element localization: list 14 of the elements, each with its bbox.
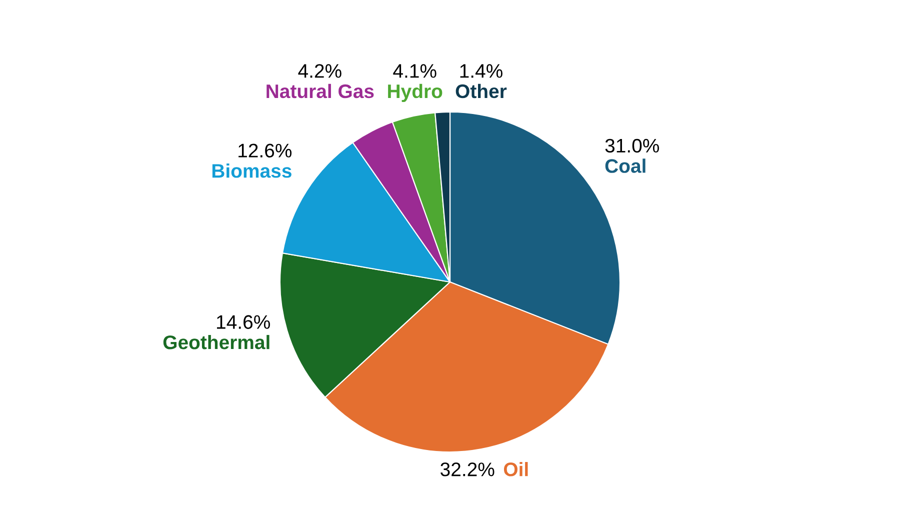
data-label: 32.2% <box>440 462 494 476</box>
data-label: 1.4% <box>460 64 502 78</box>
slice-label: Other <box>456 84 507 98</box>
data-label: 14.6% <box>217 315 270 329</box>
data-label: 4.2% <box>298 64 342 78</box>
data-label: 4.1% <box>393 64 436 78</box>
slice-label: Oil <box>504 462 528 476</box>
slice-label: Hydro <box>388 84 442 102</box>
slice-label: Natural Gas <box>266 84 374 98</box>
data-label: 31.0% <box>605 138 660 153</box>
slice-label: Geothermal <box>163 334 270 350</box>
data-label: 12.6% <box>238 144 292 158</box>
slice-label: Biomass <box>212 164 292 178</box>
slice-label: Coal <box>605 158 646 173</box>
